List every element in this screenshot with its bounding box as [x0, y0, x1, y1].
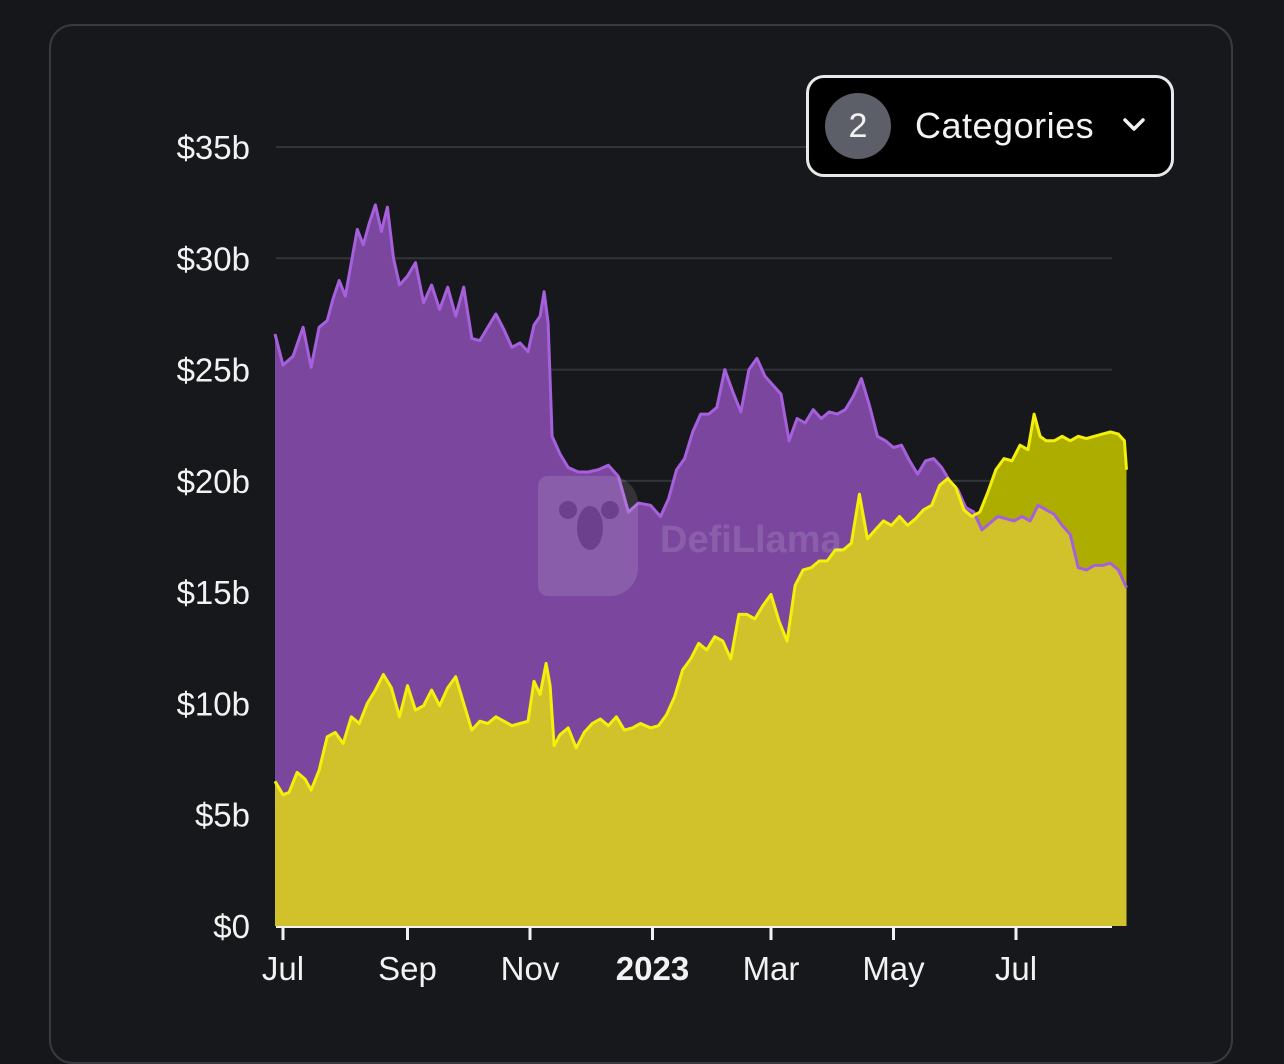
y-axis: $0 $5b $10b $15b $20b $25b $30b $35b — [177, 129, 250, 945]
y-tick-label: $10b — [177, 685, 250, 722]
x-tick-label: Sep — [378, 950, 437, 987]
y-tick-label: $5b — [195, 797, 250, 834]
x-tick-label: Jul — [262, 950, 304, 987]
category-count-badge: 2 — [825, 93, 891, 159]
x-tick-label: Nov — [501, 950, 560, 987]
watermark-text: DefiLlama — [660, 519, 842, 561]
y-tick-label: $20b — [177, 463, 250, 500]
y-tick-label: $35b — [177, 129, 250, 166]
x-tick-label: Jul — [995, 950, 1037, 987]
watermark: DefiLlama — [538, 476, 842, 596]
categories-label: Categories — [915, 105, 1095, 146]
area-chart: DefiLlama $0$5b$10b$15b$20b$25b$30b$35b … — [177, 129, 1128, 987]
x-tick-label: 2023 — [616, 950, 689, 987]
llama-logo-icon — [538, 476, 638, 596]
y-tick-label: $30b — [177, 240, 250, 277]
x-tick-label: Mar — [743, 950, 800, 987]
chevron-down-icon — [1123, 118, 1145, 131]
series-purple-line — [273, 203, 1128, 589]
series-yellow-area — [275, 414, 1127, 926]
x-tick-label: May — [862, 950, 925, 987]
categories-dropdown[interactable]: 2 Categories — [806, 75, 1174, 177]
x-axis: Jul Sep Nov 2023 Mar May Jul — [262, 926, 1112, 987]
y-tick-label: $0 — [213, 908, 250, 945]
series-yellow-line — [273, 412, 1128, 797]
y-tick-label: $15b — [177, 574, 250, 611]
y-tick-label: $25b — [177, 352, 250, 389]
